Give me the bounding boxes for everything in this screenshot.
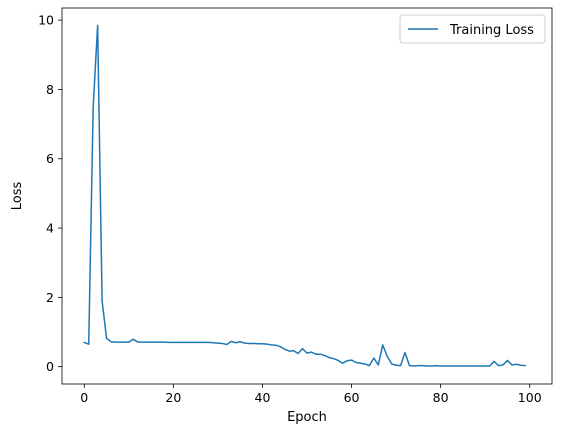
- y-tick-label: 0: [46, 359, 54, 374]
- x-tick-label: 20: [165, 390, 181, 405]
- x-tick-label: 80: [433, 390, 449, 405]
- y-tick-label: 4: [46, 221, 54, 236]
- x-tick-label: 0: [80, 390, 88, 405]
- x-tick-label: 100: [518, 390, 542, 405]
- y-axis: 0 2 4 6 8 10: [38, 13, 62, 374]
- y-tick-label: 2: [46, 290, 54, 305]
- series-line-0: [83, 24, 527, 367]
- y-tick-label: 10: [38, 13, 54, 28]
- x-axis: 0 20 40 60 80 100: [80, 384, 542, 405]
- x-axis-label: Epoch: [287, 410, 327, 425]
- x-tick-label: 40: [255, 390, 271, 405]
- legend: Training Loss: [399, 14, 546, 44]
- series-layer: [83, 24, 527, 367]
- legend-label-training-loss: Training Loss: [449, 23, 534, 38]
- plot-frame: [61, 7, 553, 385]
- x-tick-label: 60: [344, 390, 360, 405]
- y-axis-label: Loss: [10, 182, 25, 211]
- y-tick-label: 8: [46, 82, 54, 97]
- y-tick-label: 6: [46, 151, 54, 166]
- legend-box: [399, 14, 546, 44]
